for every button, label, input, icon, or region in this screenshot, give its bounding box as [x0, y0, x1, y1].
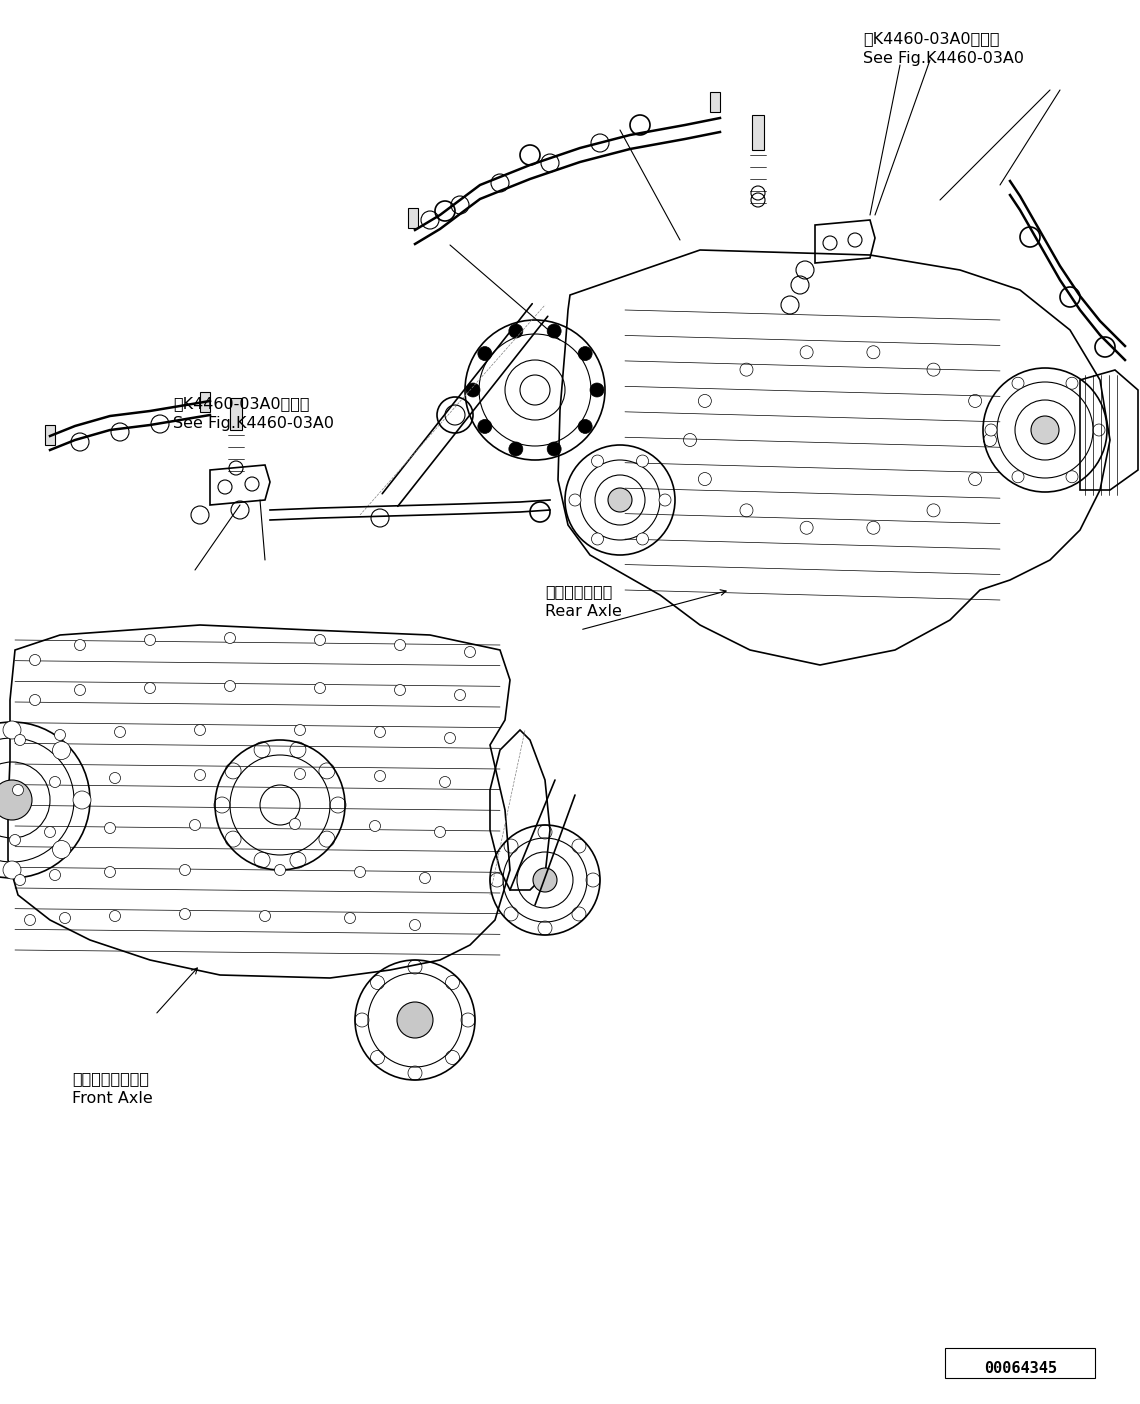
- Circle shape: [534, 868, 557, 892]
- Circle shape: [109, 772, 121, 783]
- Circle shape: [3, 861, 21, 879]
- Bar: [200, 392, 210, 411]
- Circle shape: [145, 682, 155, 694]
- Circle shape: [15, 875, 25, 886]
- Circle shape: [464, 646, 475, 657]
- Circle shape: [59, 913, 71, 924]
- Circle shape: [591, 383, 604, 397]
- Circle shape: [24, 914, 35, 925]
- Circle shape: [179, 865, 190, 876]
- Circle shape: [1066, 378, 1078, 389]
- Text: 第K4460-03A0図参照: 第K4460-03A0図参照: [863, 31, 1000, 46]
- Circle shape: [985, 424, 998, 437]
- Circle shape: [49, 869, 60, 880]
- Circle shape: [52, 841, 71, 858]
- Circle shape: [179, 908, 190, 920]
- Circle shape: [608, 489, 632, 512]
- Circle shape: [592, 455, 603, 468]
- Circle shape: [55, 730, 65, 740]
- Circle shape: [355, 866, 366, 878]
- Circle shape: [508, 442, 523, 456]
- Circle shape: [592, 534, 603, 545]
- Circle shape: [225, 681, 236, 692]
- Circle shape: [578, 347, 592, 361]
- Circle shape: [9, 834, 21, 845]
- Circle shape: [13, 785, 24, 796]
- Circle shape: [394, 639, 406, 650]
- Circle shape: [275, 865, 285, 876]
- Bar: [408, 208, 418, 227]
- Bar: [752, 115, 764, 150]
- Circle shape: [1012, 378, 1024, 389]
- Bar: [44, 425, 55, 445]
- Circle shape: [315, 682, 326, 694]
- Circle shape: [30, 695, 41, 705]
- Circle shape: [1031, 416, 1059, 444]
- Circle shape: [578, 420, 592, 434]
- Text: Front Axle: Front Axle: [72, 1091, 153, 1106]
- Circle shape: [315, 635, 326, 646]
- Circle shape: [260, 911, 270, 921]
- Text: See Fig.K4460-03A0: See Fig.K4460-03A0: [173, 416, 334, 431]
- Circle shape: [375, 771, 385, 782]
- Circle shape: [508, 324, 523, 338]
- Bar: [230, 397, 242, 430]
- Circle shape: [397, 1002, 433, 1038]
- Text: 第K4460-03A0図参照: 第K4460-03A0図参照: [173, 396, 310, 411]
- Circle shape: [369, 820, 381, 831]
- Circle shape: [569, 494, 581, 505]
- Circle shape: [195, 724, 205, 736]
- Circle shape: [145, 635, 155, 646]
- Text: リヤーアクスル: リヤーアクスル: [545, 584, 612, 600]
- Text: Rear Axle: Rear Axle: [545, 604, 621, 619]
- Circle shape: [478, 420, 491, 434]
- Circle shape: [659, 494, 671, 505]
- Text: 00064345: 00064345: [984, 1360, 1057, 1376]
- Circle shape: [440, 776, 450, 788]
- Circle shape: [114, 726, 125, 737]
- Circle shape: [1066, 470, 1078, 483]
- Circle shape: [294, 724, 306, 736]
- Circle shape: [44, 827, 56, 838]
- Circle shape: [52, 741, 71, 760]
- Circle shape: [225, 632, 236, 643]
- Circle shape: [195, 769, 205, 781]
- Circle shape: [3, 722, 21, 739]
- Circle shape: [375, 726, 385, 737]
- Circle shape: [344, 913, 356, 924]
- Circle shape: [105, 866, 115, 878]
- Circle shape: [49, 776, 60, 788]
- Circle shape: [394, 685, 406, 695]
- Circle shape: [478, 347, 491, 361]
- Circle shape: [420, 872, 431, 883]
- Circle shape: [73, 790, 91, 809]
- Circle shape: [636, 455, 649, 468]
- Circle shape: [30, 654, 41, 665]
- Circle shape: [105, 823, 115, 834]
- Bar: [945, 1348, 1096, 1377]
- Bar: [710, 93, 720, 112]
- Text: フロントアクスル: フロントアクスル: [72, 1071, 149, 1087]
- Circle shape: [434, 827, 446, 838]
- Circle shape: [409, 920, 421, 931]
- Circle shape: [1093, 424, 1105, 437]
- Circle shape: [0, 781, 32, 820]
- Circle shape: [445, 733, 456, 744]
- Circle shape: [547, 324, 561, 338]
- Circle shape: [109, 911, 121, 921]
- Circle shape: [74, 685, 86, 695]
- Circle shape: [455, 689, 465, 701]
- Circle shape: [290, 819, 301, 830]
- Circle shape: [294, 768, 306, 779]
- Circle shape: [636, 534, 649, 545]
- Circle shape: [466, 383, 480, 397]
- Circle shape: [547, 442, 561, 456]
- Text: See Fig.K4460-03A0: See Fig.K4460-03A0: [863, 51, 1024, 66]
- Circle shape: [1012, 470, 1024, 483]
- Circle shape: [74, 639, 86, 650]
- Circle shape: [189, 820, 201, 831]
- Circle shape: [15, 734, 25, 746]
